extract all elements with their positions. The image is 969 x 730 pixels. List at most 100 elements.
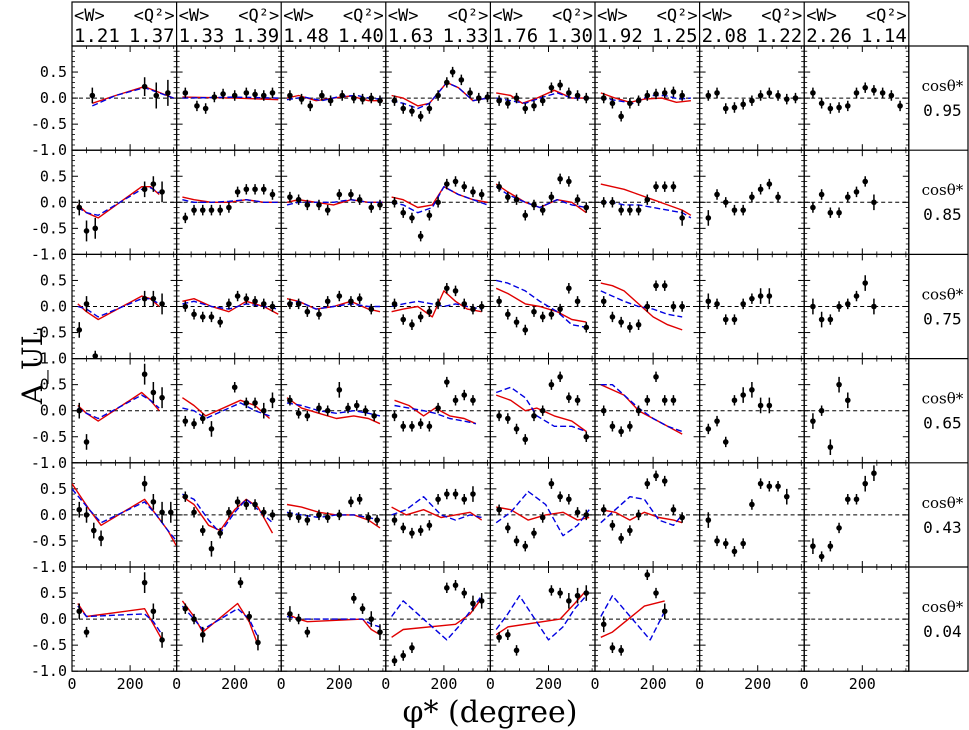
- data-point: [246, 613, 253, 620]
- header-q2-label: <Q²>: [134, 6, 175, 26]
- column-headers: <W> <Q²>1.21 1.37<W> <Q²>1.33 1.39<W> <Q²>1.4…: [71, 1, 910, 47]
- data-point: [226, 301, 232, 307]
- data-point: [359, 605, 366, 612]
- panel-content: [76, 572, 165, 648]
- data-point: [844, 194, 851, 200]
- data-point: [182, 605, 189, 612]
- data-point: [757, 293, 764, 299]
- data-point: [609, 644, 616, 651]
- x-tick-label: 200: [849, 675, 876, 693]
- model-1-curve: [181, 600, 259, 646]
- data-point: [461, 183, 468, 190]
- data-point: [252, 501, 258, 508]
- data-point: [83, 228, 90, 234]
- data-point: [287, 301, 293, 307]
- data-point: [89, 92, 96, 99]
- data-point: [557, 306, 563, 312]
- data-point: [557, 176, 563, 182]
- data-point: [255, 639, 261, 646]
- header-q2-label: <Q²>: [761, 6, 802, 26]
- data-point: [661, 397, 668, 404]
- data-point: [191, 420, 197, 427]
- model-1-curve: [496, 506, 590, 521]
- x-tick-label: 200: [221, 675, 248, 693]
- data-point: [836, 525, 842, 531]
- data-point: [609, 199, 616, 206]
- data-point: [269, 512, 276, 518]
- data-point: [810, 303, 816, 310]
- data-point: [661, 478, 668, 484]
- data-point: [199, 207, 206, 213]
- model-1-curve: [286, 397, 381, 425]
- data-point: [792, 95, 799, 101]
- data-point: [862, 178, 869, 185]
- data-point: [295, 616, 302, 622]
- data-point: [76, 608, 83, 615]
- data-point: [478, 303, 485, 310]
- panel-content: [391, 376, 477, 432]
- data-point: [243, 295, 250, 302]
- data-point: [618, 428, 624, 435]
- data-point: [644, 303, 651, 310]
- data-point: [635, 407, 642, 414]
- x-tick-label: 200: [640, 675, 667, 693]
- header-w-value: 1.63: [388, 25, 434, 47]
- panel: [71, 45, 178, 151]
- data-point: [749, 194, 755, 200]
- data-point: [409, 644, 415, 651]
- data-point: [653, 590, 659, 596]
- data-point: [522, 105, 529, 112]
- y-tick-label: 0.5: [40, 63, 67, 81]
- data-point: [359, 96, 366, 102]
- data-point: [627, 207, 633, 213]
- panel: [176, 253, 282, 360]
- x-tick-label: 200: [430, 675, 457, 693]
- panel: [176, 462, 282, 568]
- data-point: [336, 191, 343, 198]
- panel: [803, 566, 910, 672]
- model-2-curve: [495, 386, 587, 433]
- y-tick-label: -1.0: [31, 454, 67, 472]
- data-point: [435, 301, 441, 307]
- data-point: [374, 517, 380, 523]
- y-tick-label: 0.0: [40, 193, 67, 211]
- data-point: [199, 415, 206, 422]
- data-point: [444, 181, 450, 187]
- row-label-value: 0.43: [923, 518, 962, 537]
- panel: [489, 253, 596, 360]
- panel: [280, 45, 387, 151]
- panel: [176, 358, 282, 464]
- data-point: [269, 397, 276, 404]
- data-point: [888, 92, 895, 99]
- data-point: [260, 301, 267, 307]
- y-tick-label: -1.0: [31, 350, 67, 368]
- data-point: [583, 324, 590, 331]
- model-2-curve: [495, 595, 587, 641]
- data-point: [76, 506, 83, 513]
- panel-content: [286, 494, 381, 529]
- data-point: [496, 298, 502, 305]
- data-point: [304, 629, 311, 635]
- panel: [803, 462, 910, 568]
- model-2-curve: [600, 290, 683, 318]
- data-point: [208, 207, 215, 213]
- data-point: [844, 397, 851, 404]
- y-tick-label: -1.0: [31, 245, 67, 263]
- data-point: [548, 587, 555, 594]
- panel: [803, 253, 910, 360]
- data-point: [435, 496, 441, 503]
- panel-content: [496, 79, 590, 114]
- data-point: [269, 303, 276, 310]
- data-point: [635, 207, 642, 213]
- panel: [71, 462, 178, 568]
- data-point: [505, 631, 511, 638]
- data-point: [269, 90, 276, 96]
- data-point: [810, 418, 816, 424]
- row-label-prefix: cosθ*: [922, 181, 964, 199]
- data-point: [862, 84, 869, 91]
- data-point: [150, 295, 157, 302]
- data-point: [327, 97, 334, 104]
- data-point: [574, 509, 581, 516]
- data-point: [548, 311, 555, 318]
- panel: [280, 149, 387, 255]
